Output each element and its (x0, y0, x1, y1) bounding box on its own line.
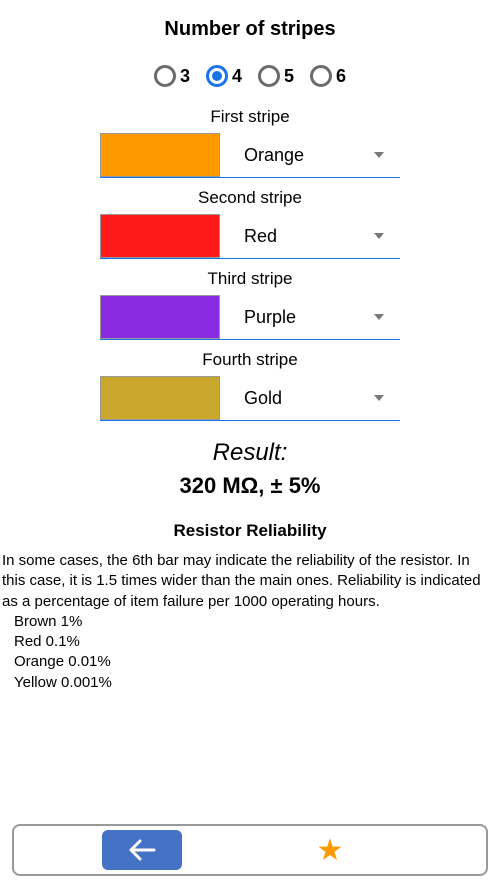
stripe-block-1: First stripe Orange (0, 107, 500, 178)
stripe-count-radios: 3 4 5 6 (0, 65, 500, 87)
result-value: 320 MΩ, ± 5% (0, 473, 500, 499)
color-dropdown[interactable]: Orange (220, 133, 400, 177)
stripe-title: First stripe (0, 107, 500, 127)
color-swatch (100, 214, 220, 258)
radio-6[interactable]: 6 (310, 65, 346, 87)
chevron-down-icon (374, 152, 384, 158)
radio-label: 4 (232, 66, 242, 87)
page-title: Number of stripes (0, 0, 500, 41)
radio-label: 5 (284, 66, 294, 87)
reliability-item: Brown 1% (14, 612, 494, 632)
dropdown-value: Orange (244, 145, 304, 166)
radio-3[interactable]: 3 (154, 65, 190, 87)
chevron-down-icon (374, 314, 384, 320)
dropdown-value: Gold (244, 388, 282, 409)
reliability-item: Yellow 0.001% (14, 673, 494, 693)
chevron-down-icon (374, 233, 384, 239)
reliability-list: Brown 1%Red 0.1%Orange 0.01%Yellow 0.001… (0, 612, 500, 693)
radio-outer-icon (258, 65, 280, 87)
star-icon[interactable]: ★ (317, 833, 344, 868)
radio-label: 6 (336, 66, 346, 87)
color-dropdown[interactable]: Gold (220, 376, 400, 420)
stripe-title: Second stripe (0, 188, 500, 208)
reliability-item: Orange 0.01% (14, 652, 494, 672)
color-dropdown[interactable]: Purple (220, 295, 400, 339)
stripe-title: Third stripe (0, 269, 500, 289)
chevron-down-icon (374, 395, 384, 401)
back-button[interactable] (102, 830, 182, 870)
color-dropdown[interactable]: Red (220, 214, 400, 258)
reliability-title: Resistor Reliability (0, 521, 500, 541)
radio-outer-icon (154, 65, 176, 87)
reliability-item: Red 0.1% (14, 632, 494, 652)
radio-label: 3 (180, 66, 190, 87)
stripe-block-4: Fourth stripe Gold (0, 350, 500, 421)
color-swatch (100, 133, 220, 177)
stripe-block-3: Third stripe Purple (0, 269, 500, 340)
result-label: Result: (0, 439, 500, 467)
stripe-title: Fourth stripe (0, 350, 500, 370)
stripe-selectors: First stripe Orange Second stripe Red Third … (0, 107, 500, 421)
color-swatch (100, 295, 220, 339)
dropdown-value: Purple (244, 307, 296, 328)
radio-outer-icon (310, 65, 332, 87)
stripe-block-2: Second stripe Red (0, 188, 500, 259)
dropdown-value: Red (244, 226, 277, 247)
bottom-bar: ★ (12, 824, 488, 876)
reliability-description: In some cases, the 6th bar may indicate … (0, 541, 500, 612)
color-swatch (100, 376, 220, 420)
radio-outer-icon (206, 65, 228, 87)
arrow-left-icon (128, 839, 156, 861)
radio-4[interactable]: 4 (206, 65, 242, 87)
radio-5[interactable]: 5 (258, 65, 294, 87)
